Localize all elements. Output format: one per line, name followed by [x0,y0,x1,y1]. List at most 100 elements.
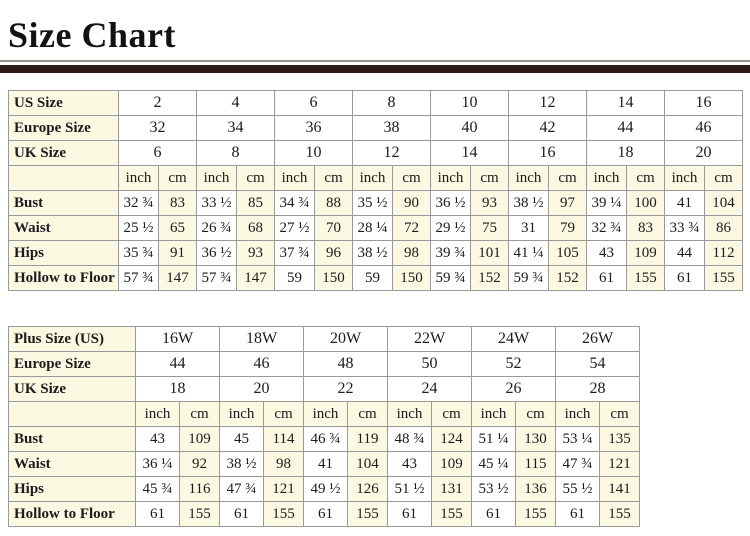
divider-thin-line [0,60,750,62]
inch-value-cell: 32 ¾ [118,190,159,216]
inch-value-cell: 43 [135,426,180,452]
cm-unit-cell: cm [626,165,665,191]
cm-value-cell: 91 [158,240,197,266]
inch-value-cell: 51 ½ [387,476,432,502]
size-cell: 20 [219,376,304,402]
row-label: Europe Size [8,115,119,141]
size-cell: 26 [471,376,556,402]
cm-value-cell: 88 [314,190,353,216]
inch-value-cell: 53 ½ [471,476,516,502]
size-cell: 46 [664,115,743,141]
row-label: UK Size [8,376,136,402]
cm-value-cell: 155 [431,501,472,527]
inch-unit-cell: inch [586,165,627,191]
inch-value-cell: 45 ¼ [471,451,516,477]
inch-value-cell: 57 ¾ [196,265,237,291]
cm-value-cell: 98 [392,240,431,266]
inch-value-cell: 61 [471,501,516,527]
row-label: Hollow to Floor [8,265,119,291]
size-cell: 14 [430,140,509,166]
cm-value-cell: 105 [548,240,587,266]
inch-value-cell: 38 ½ [508,190,549,216]
size-cell: 32 [118,115,197,141]
inch-unit-cell: inch [352,165,393,191]
cm-value-cell: 155 [179,501,220,527]
inch-value-cell: 61 [303,501,348,527]
measurement-row: Waist 25 ½ 65 26 ¾ 68 27 ½ 70 28 ¼ 72 29 ½ 75 31 79 3… [8,215,743,241]
inch-value-cell: 61 [135,501,180,527]
inch-value-cell: 45 ¾ [135,476,180,502]
cm-value-cell: 155 [515,501,556,527]
inch-value-cell: 35 ½ [352,190,393,216]
cm-value-cell: 83 [626,215,665,241]
row-label: Waist [8,215,119,241]
size-cell: 16 [508,140,587,166]
size-cell: 46 [219,351,304,377]
cm-value-cell: 136 [515,476,556,502]
cm-value-cell: 152 [548,265,587,291]
inch-value-cell: 55 ½ [555,476,600,502]
cm-value-cell: 83 [158,190,197,216]
inch-unit-cell: inch [555,401,600,427]
inch-value-cell: 43 [586,240,627,266]
empty-label-cell [8,401,136,427]
size-cell: 14 [586,90,665,116]
size-cell: 20W [303,326,388,352]
cm-value-cell: 79 [548,215,587,241]
row-label: Hips [8,240,119,266]
cm-unit-cell: cm [599,401,640,427]
size-cell: 22 [303,376,388,402]
inch-value-cell: 26 ¾ [196,215,237,241]
size-cell: 16W [135,326,220,352]
measurement-row: Waist 36 ¼ 92 38 ½ 98 41 104 43 109 45 ¼ 115 47 ¾ 12… [8,451,640,477]
inch-value-cell: 29 ½ [430,215,471,241]
page-title: Size Chart [8,15,176,55]
inch-value-cell: 51 ¼ [471,426,516,452]
inch-value-cell: 46 ¾ [303,426,348,452]
size-cell: 24W [471,326,556,352]
size-cell: 44 [135,351,220,377]
inch-value-cell: 31 [508,215,549,241]
cm-value-cell: 98 [263,451,304,477]
inch-value-cell: 36 ¼ [135,451,180,477]
row-label: UK Size [8,140,119,166]
inch-value-cell: 39 ¾ [430,240,471,266]
inch-unit-cell: inch [508,165,549,191]
inch-value-cell: 61 [664,265,705,291]
cm-value-cell: 100 [626,190,665,216]
cm-value-cell: 155 [704,265,743,291]
size-cell: 18 [135,376,220,402]
row-label: Plus Size (US) [8,326,136,352]
size-cell: 16 [664,90,743,116]
row-label: Europe Size [8,351,136,377]
cm-value-cell: 93 [236,240,275,266]
inch-value-cell: 33 ½ [196,190,237,216]
inch-value-cell: 41 [664,190,705,216]
measurement-row: Bust 32 ¾ 83 33 ½ 85 34 ¾ 88 35 ½ 90 36 ½ 93 38 ½ 97… [8,190,743,216]
cm-unit-cell: cm [704,165,743,191]
inch-value-cell: 59 ¾ [508,265,549,291]
cm-value-cell: 135 [599,426,640,452]
cm-unit-cell: cm [548,165,587,191]
size-row: UK Size 18 20 22 24 26 28 [8,376,640,402]
size-cell: 8 [352,90,431,116]
measurement-row: Hollow to Floor 57 ¾ 147 57 ¾ 147 59 150 59 150 5… [8,265,743,291]
cm-value-cell: 112 [704,240,743,266]
cm-value-cell: 155 [347,501,388,527]
size-cell: 34 [196,115,275,141]
inch-value-cell: 47 ¾ [555,451,600,477]
inch-value-cell: 59 ¾ [430,265,471,291]
inch-unit-cell: inch [219,401,264,427]
inch-value-cell: 39 ¼ [586,190,627,216]
unit-header-row: inch cm inch cm inch cm inch cm inch cm inch cm [8,401,640,427]
inch-value-cell: 61 [586,265,627,291]
inch-value-cell: 61 [219,501,264,527]
size-cell: 18 [586,140,665,166]
cm-unit-cell: cm [470,165,509,191]
cm-value-cell: 109 [431,451,472,477]
inch-value-cell: 59 [352,265,393,291]
inch-value-cell: 41 ¼ [508,240,549,266]
size-cell: 26W [555,326,640,352]
